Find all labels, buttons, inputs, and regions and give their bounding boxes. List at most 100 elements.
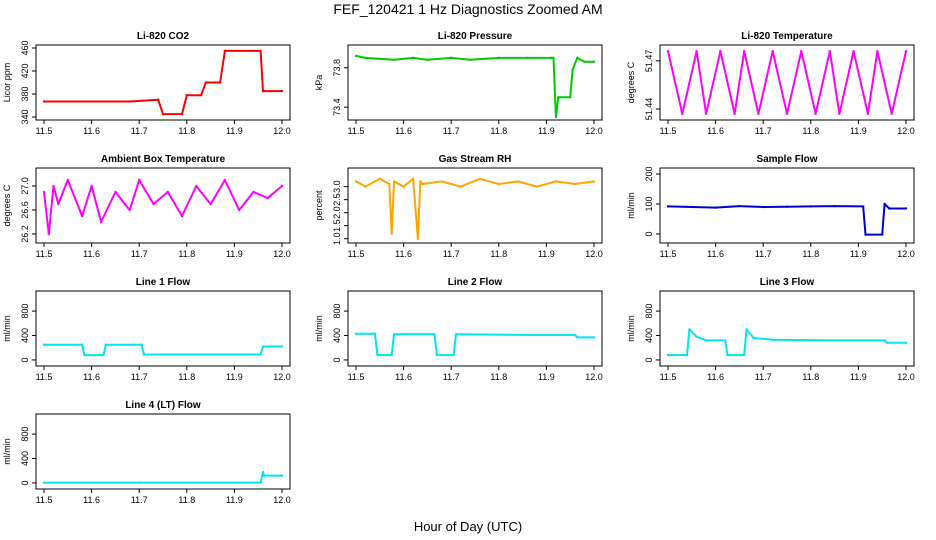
y-tick-label: 27.0: [20, 177, 30, 195]
plot-frame: [347, 167, 603, 244]
data-point: [128, 100, 131, 103]
panel-title: Li-820 Temperature: [741, 31, 833, 42]
data-point: [392, 333, 396, 336]
data-point: [259, 353, 262, 356]
data-point: [459, 185, 462, 188]
data-point: [752, 336, 755, 340]
y-axis-label: Licor ppm: [2, 63, 12, 103]
data-point: [592, 60, 596, 63]
data-point: [42, 343, 46, 346]
y-axis-label: ml/min: [314, 315, 324, 342]
x-tick-label: 11.9: [538, 126, 555, 136]
data-point: [268, 89, 272, 93]
y-tick-label: 420: [20, 63, 30, 78]
series-line-line2: [356, 332, 594, 357]
data-point: [681, 112, 684, 115]
y-axis-label: degrees C: [626, 61, 636, 103]
figure-title: FEF_120421 1 Hz Diagnostics Zoomed AM: [333, 1, 602, 17]
data-point: [704, 339, 708, 342]
data-point: [690, 205, 693, 209]
data-point: [354, 54, 358, 58]
data-point: [402, 185, 405, 188]
plot-frame: [659, 167, 915, 244]
data-point: [138, 481, 141, 484]
data-point: [666, 205, 670, 208]
data-point: [266, 196, 269, 200]
data-point: [885, 341, 889, 345]
data-point: [435, 353, 439, 357]
x-tick-label: 11.5: [36, 249, 53, 259]
panel-title: Line 1 Flow: [136, 277, 191, 288]
x-tick-label: 11.9: [538, 372, 555, 382]
data-point: [904, 207, 908, 210]
panel-line3: Line 3 Flow ml/min 11.5 11.6 11.7 11.8 11.9 12.…: [626, 277, 915, 382]
data-point: [695, 50, 698, 53]
data-point: [411, 56, 415, 60]
data-point: [576, 336, 579, 339]
panel-sample_flow: Sample Flow ml/min 11.5 11.6 11.7 11.8 11.9 12.…: [626, 154, 915, 259]
data-point: [814, 112, 817, 115]
x-tick-label: 11.9: [850, 126, 867, 136]
y-tick-label: 400: [20, 451, 30, 466]
data-point: [223, 178, 227, 182]
data-point: [497, 56, 500, 60]
data-point: [719, 50, 722, 53]
data-point: [180, 214, 184, 218]
x-tick-label: 12.0: [273, 126, 291, 136]
panel-co2: Li-820 CO2 Licor ppm 11.5 11.6 11.7 11.8 11.9 1…: [2, 31, 291, 136]
panel-pressure: Li-820 Pressure kPa 11.5 11.6 11.7 11.8 11.9 12…: [314, 31, 603, 136]
data-point: [262, 474, 266, 477]
plot-frame: [35, 167, 291, 244]
x-tick-label: 11.5: [660, 249, 677, 259]
x-tick-label: 11.8: [178, 249, 195, 259]
x-tick-label: 11.9: [226, 495, 243, 505]
data-point: [80, 343, 84, 346]
data-point: [549, 56, 553, 60]
data-point: [57, 202, 60, 206]
data-point: [726, 353, 729, 357]
data-point: [883, 202, 886, 206]
data-point: [128, 208, 131, 212]
y-tick-label: 200: [644, 166, 654, 181]
y-tick-label: 26.2: [20, 225, 30, 243]
data-point: [195, 184, 198, 188]
y-tick-label: 73.8: [332, 59, 342, 77]
x-tick-label: 11.6: [395, 249, 412, 259]
data-point: [411, 177, 415, 181]
x-tick-label: 11.8: [178, 372, 195, 382]
data-point: [452, 353, 455, 357]
x-tick-label: 12.0: [273, 495, 291, 505]
data-point: [742, 353, 746, 357]
panel-line2: Line 2 Flow ml/min 11.5 11.6 11.7 11.8 11.9 12.…: [314, 277, 603, 382]
data-point: [157, 98, 160, 101]
data-point: [852, 50, 855, 53]
panel-title: Li-820 CO2: [137, 31, 190, 42]
panel-temperature: Li-820 Temperature degrees C 11.5 11.6 11.7 1…: [626, 31, 915, 136]
x-tick-label: 11.6: [395, 372, 412, 382]
data-point: [569, 96, 572, 99]
data-point: [738, 204, 741, 208]
panel-title: Sample Flow: [756, 154, 817, 165]
data-point: [364, 56, 367, 60]
x-tick-label: 11.5: [348, 372, 365, 382]
data-point: [757, 112, 760, 115]
data-point: [535, 185, 539, 188]
y-tick-label: 800: [644, 304, 654, 319]
x-tick-label: 11.6: [83, 372, 100, 382]
data-point: [883, 339, 886, 342]
panel-rh: Gas Stream RH percent 11.5 11.6 11.7 11.8 11.9…: [314, 154, 603, 259]
data-point: [83, 353, 86, 357]
data-point: [666, 353, 670, 357]
data-point: [888, 207, 891, 210]
x-tick-label: 11.8: [178, 495, 195, 505]
data-point: [552, 56, 555, 60]
data-point: [478, 177, 481, 181]
x-tick-label: 12.0: [585, 372, 603, 382]
data-point: [450, 56, 453, 60]
x-tick-label: 11.5: [660, 126, 677, 136]
y-tick-label: 0: [644, 357, 654, 362]
series-line-ambient: [43, 179, 283, 235]
x-tick-label: 11.7: [443, 372, 460, 382]
x-tick-label: 11.6: [83, 249, 100, 259]
data-point: [223, 49, 227, 53]
